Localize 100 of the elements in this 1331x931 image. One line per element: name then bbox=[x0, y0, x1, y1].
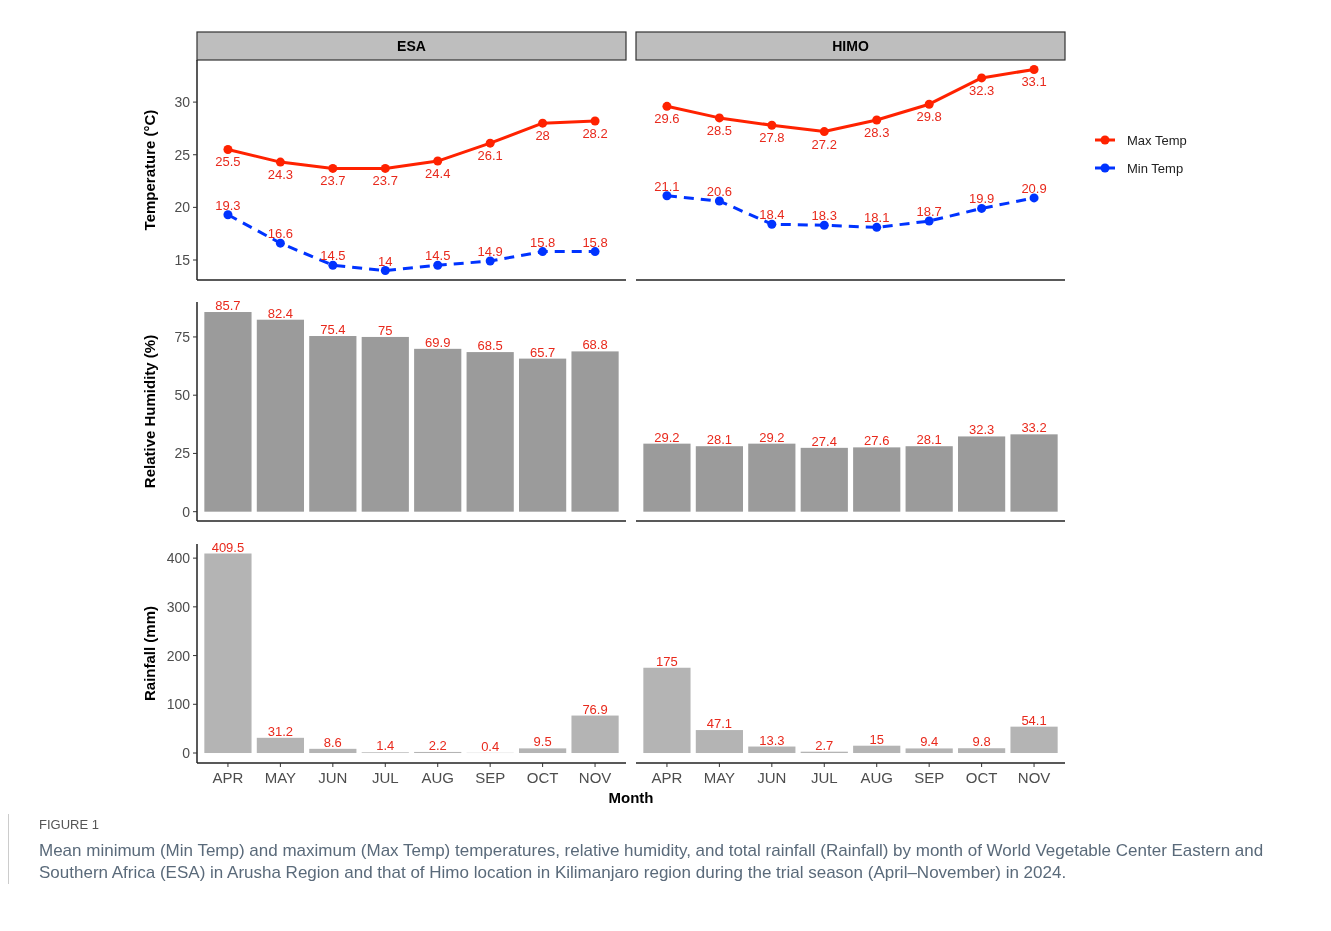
point bbox=[872, 115, 882, 125]
data-label: 28.3 bbox=[864, 125, 890, 140]
point bbox=[767, 120, 777, 130]
point bbox=[872, 222, 882, 232]
x-tick-label: JUL bbox=[371, 769, 399, 786]
bar bbox=[958, 436, 1006, 512]
point bbox=[714, 113, 724, 123]
point bbox=[590, 116, 600, 126]
bar bbox=[643, 667, 691, 754]
data-label: 2.2 bbox=[428, 737, 447, 753]
point bbox=[223, 210, 233, 220]
bar bbox=[204, 553, 252, 754]
bar bbox=[905, 446, 953, 512]
x-tick-label: OCT bbox=[965, 769, 998, 786]
data-label: 14.9 bbox=[477, 244, 503, 260]
data-label: 28.1 bbox=[916, 432, 942, 448]
y-tick-label: 0 bbox=[182, 745, 191, 762]
chart-title: ESA bbox=[397, 38, 426, 54]
data-label: 13.3 bbox=[759, 732, 785, 748]
bar bbox=[748, 746, 796, 754]
point bbox=[433, 156, 443, 166]
x-tick-label: JUN bbox=[757, 769, 787, 786]
point bbox=[1029, 64, 1039, 74]
data-label: 0.4 bbox=[481, 738, 500, 754]
point bbox=[714, 196, 724, 206]
bar bbox=[361, 336, 409, 512]
point bbox=[662, 101, 672, 111]
data-label: 21.1 bbox=[654, 178, 680, 194]
point bbox=[328, 260, 338, 270]
data-label: 18.4 bbox=[759, 207, 785, 223]
data-label: 9.5 bbox=[533, 734, 552, 750]
data-label: 29.2 bbox=[654, 429, 680, 445]
bar bbox=[519, 358, 567, 512]
data-label: 14 bbox=[378, 253, 393, 269]
data-label: 65.7 bbox=[529, 344, 556, 360]
bar bbox=[748, 443, 796, 512]
bar bbox=[256, 319, 304, 512]
bar bbox=[204, 312, 252, 512]
y-tick-label: 50 bbox=[174, 387, 191, 404]
y-tick-label: 100 bbox=[166, 696, 191, 713]
y-tick-label: 0 bbox=[182, 503, 191, 520]
point bbox=[538, 118, 548, 128]
data-label: 29.8 bbox=[916, 109, 942, 125]
bar bbox=[571, 351, 619, 512]
data-label: 28.1 bbox=[706, 432, 733, 448]
data-label: 69.9 bbox=[425, 334, 451, 350]
point bbox=[924, 216, 934, 226]
x-tick-label: AUG bbox=[860, 769, 893, 786]
bar bbox=[309, 336, 357, 512]
data-label: 19.9 bbox=[968, 191, 995, 207]
x-tick-label: MAY bbox=[264, 769, 297, 786]
point bbox=[485, 256, 495, 266]
data-label: 20.9 bbox=[1021, 180, 1047, 196]
point bbox=[819, 127, 829, 137]
x-tick-label: APR bbox=[212, 769, 244, 786]
data-label: 15.8 bbox=[529, 234, 556, 250]
data-label: 76.9 bbox=[582, 701, 608, 717]
point bbox=[433, 260, 443, 270]
data-label: 32.3 bbox=[968, 82, 995, 98]
y-axis-title: Temperature (°C) bbox=[141, 109, 158, 231]
point bbox=[662, 191, 672, 201]
data-label: 16.6 bbox=[267, 226, 294, 242]
data-label: 28 bbox=[535, 128, 550, 144]
data-label: 23.7 bbox=[372, 173, 398, 189]
data-label: 25.5 bbox=[215, 154, 241, 170]
data-label: 20.6 bbox=[706, 184, 733, 200]
y-tick-label: 15 bbox=[174, 252, 191, 268]
data-label: 18.1 bbox=[864, 210, 890, 226]
data-label: 27.8 bbox=[759, 130, 785, 146]
point bbox=[977, 203, 987, 213]
data-label: 68.5 bbox=[477, 338, 503, 354]
x-tick-label: OCT bbox=[526, 769, 559, 786]
bar bbox=[958, 748, 1006, 754]
point bbox=[275, 157, 285, 167]
x-tick-label: SEP bbox=[914, 769, 945, 786]
legend-label: Max Temp bbox=[1127, 133, 1187, 148]
x-tick-label: NOV bbox=[578, 769, 612, 786]
x-axis-title: Month bbox=[608, 789, 654, 806]
y-tick-label: 75 bbox=[174, 328, 191, 345]
x-tick-label: JUN bbox=[318, 769, 348, 786]
data-label: 27.4 bbox=[811, 433, 837, 449]
data-label: 24.4 bbox=[425, 166, 451, 182]
y-tick-label: 25 bbox=[174, 445, 191, 462]
bar bbox=[853, 745, 901, 754]
y-tick-label: 200 bbox=[166, 647, 191, 664]
data-label: 54.1 bbox=[1021, 712, 1047, 728]
data-label: 8.6 bbox=[323, 734, 342, 750]
data-label: 18.3 bbox=[811, 208, 837, 224]
data-label: 14.5 bbox=[320, 248, 346, 264]
bar bbox=[256, 737, 304, 754]
data-label: 19.3 bbox=[215, 197, 241, 213]
point bbox=[590, 247, 600, 257]
data-label: 29.2 bbox=[759, 429, 785, 445]
bar bbox=[695, 730, 743, 754]
data-label: 33.1 bbox=[1021, 74, 1047, 90]
bar bbox=[1010, 434, 1058, 512]
data-label: 409.5 bbox=[211, 539, 245, 555]
data-label: 47.1 bbox=[706, 716, 733, 732]
data-label: 27.6 bbox=[864, 433, 890, 449]
x-tick-label: JUL bbox=[810, 769, 838, 786]
